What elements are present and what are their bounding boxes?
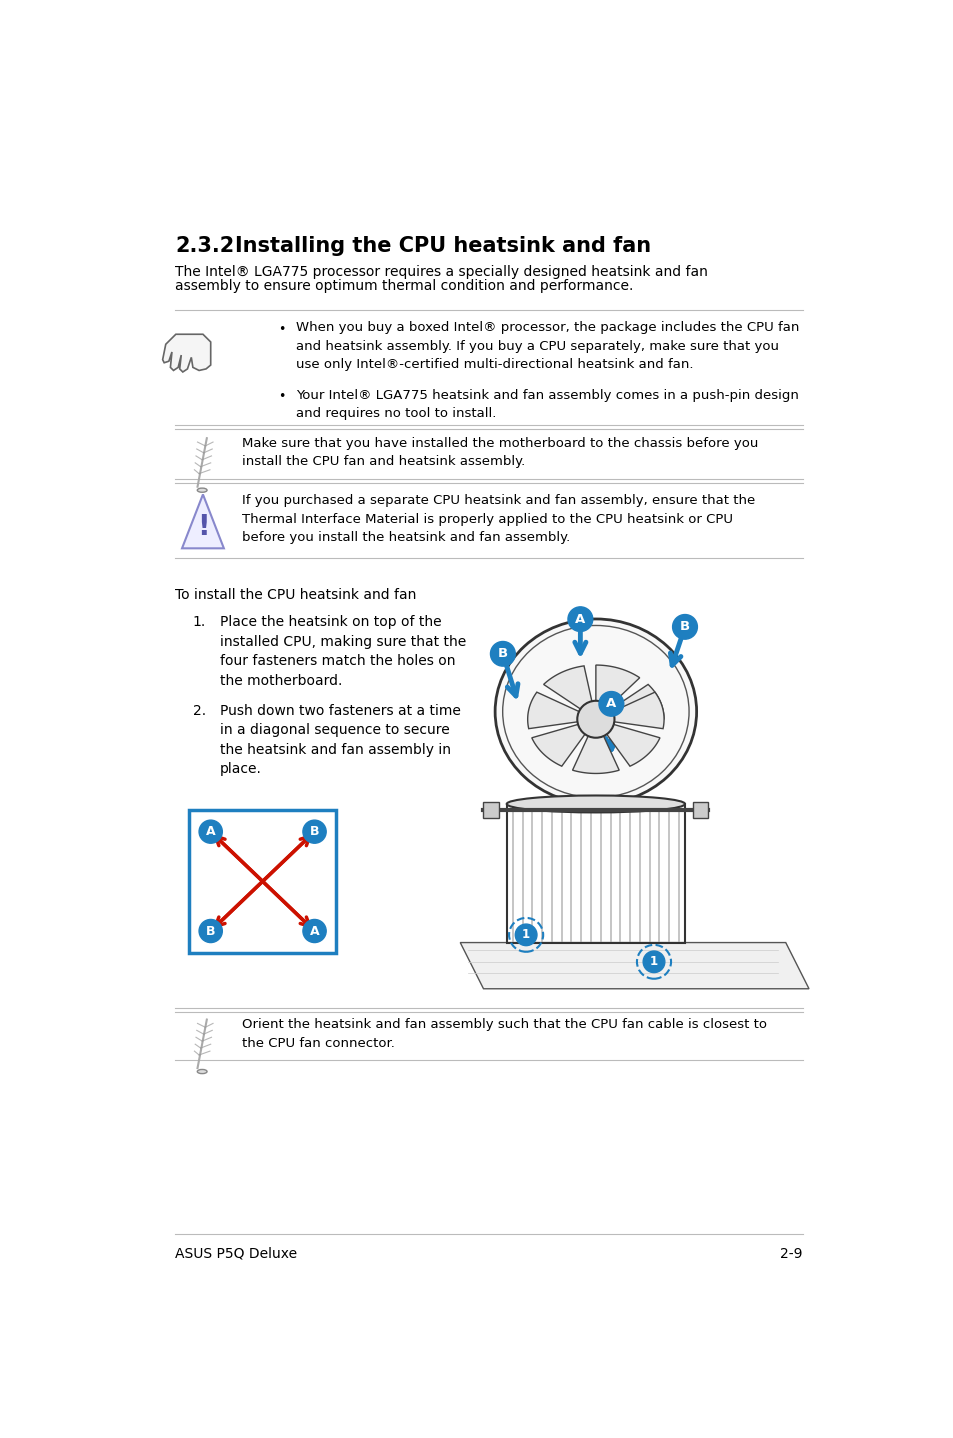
Circle shape	[199, 919, 222, 942]
Text: A: A	[575, 613, 585, 626]
Polygon shape	[607, 684, 663, 719]
Text: Place the heatsink on top of the
installed CPU, making sure that the
four fasten: Place the heatsink on top of the install…	[220, 615, 466, 687]
Circle shape	[642, 951, 664, 972]
Text: B: B	[206, 925, 215, 938]
Text: 1: 1	[521, 929, 530, 942]
Text: B: B	[497, 647, 507, 660]
Text: Installing the CPU heatsink and fan: Installing the CPU heatsink and fan	[235, 236, 651, 256]
Ellipse shape	[506, 795, 684, 812]
Text: 2.3.2: 2.3.2	[174, 236, 234, 256]
Text: To install the CPU heatsink and fan: To install the CPU heatsink and fan	[174, 588, 416, 603]
Text: A: A	[310, 925, 319, 938]
Bar	[483, 802, 498, 818]
Text: ASUS P5Q Deluxe: ASUS P5Q Deluxe	[174, 1247, 297, 1261]
Text: Orient the heatsink and fan assembly such that the CPU fan cable is closest to
t: Orient the heatsink and fan assembly suc…	[241, 1018, 766, 1050]
Circle shape	[672, 614, 697, 638]
Text: Push down two fasteners at a time
in a diagonal sequence to secure
the heatsink : Push down two fasteners at a time in a d…	[220, 703, 460, 777]
Text: 1.: 1.	[193, 615, 206, 630]
Text: 2.: 2.	[193, 703, 206, 718]
Bar	[692, 802, 707, 818]
Text: B: B	[679, 620, 689, 633]
Circle shape	[567, 607, 592, 631]
Text: If you purchased a separate CPU heatsink and fan assembly, ensure that the
Therm: If you purchased a separate CPU heatsink…	[241, 495, 754, 545]
Circle shape	[515, 925, 537, 946]
Polygon shape	[603, 723, 659, 766]
Text: A: A	[206, 825, 215, 838]
Text: Make sure that you have installed the motherboard to the chassis before you
inst: Make sure that you have installed the mo…	[241, 437, 758, 469]
Circle shape	[577, 700, 614, 738]
Text: A: A	[605, 697, 616, 710]
Polygon shape	[543, 666, 593, 712]
Polygon shape	[596, 664, 639, 710]
Bar	[506, 804, 684, 942]
Circle shape	[303, 820, 326, 843]
Circle shape	[199, 820, 222, 843]
Ellipse shape	[197, 487, 207, 492]
Polygon shape	[182, 495, 224, 548]
Ellipse shape	[495, 618, 696, 804]
Polygon shape	[572, 731, 618, 774]
Circle shape	[490, 641, 515, 666]
Text: assembly to ensure optimum thermal condition and performance.: assembly to ensure optimum thermal condi…	[174, 279, 633, 293]
Text: •: •	[278, 391, 285, 404]
Polygon shape	[459, 942, 808, 989]
PathPatch shape	[162, 334, 211, 372]
Circle shape	[303, 919, 326, 942]
Text: B: B	[310, 825, 319, 838]
Text: •: •	[278, 322, 285, 335]
Text: The Intel® LGA775 processor requires a specially designed heatsink and fan: The Intel® LGA775 processor requires a s…	[174, 265, 707, 279]
Polygon shape	[527, 692, 582, 729]
Bar	[189, 810, 335, 952]
Circle shape	[598, 692, 623, 716]
Ellipse shape	[197, 1070, 207, 1074]
Text: 2-9: 2-9	[780, 1247, 802, 1261]
Polygon shape	[531, 723, 587, 766]
Polygon shape	[609, 692, 663, 729]
Text: !: !	[196, 513, 209, 541]
Text: When you buy a boxed Intel® processor, the package includes the CPU fan
and heat: When you buy a boxed Intel® processor, t…	[295, 321, 799, 371]
Text: 1: 1	[649, 955, 658, 968]
Text: Your Intel® LGA775 heatsink and fan assembly comes in a push-pin design
and requ: Your Intel® LGA775 heatsink and fan asse…	[295, 388, 798, 420]
